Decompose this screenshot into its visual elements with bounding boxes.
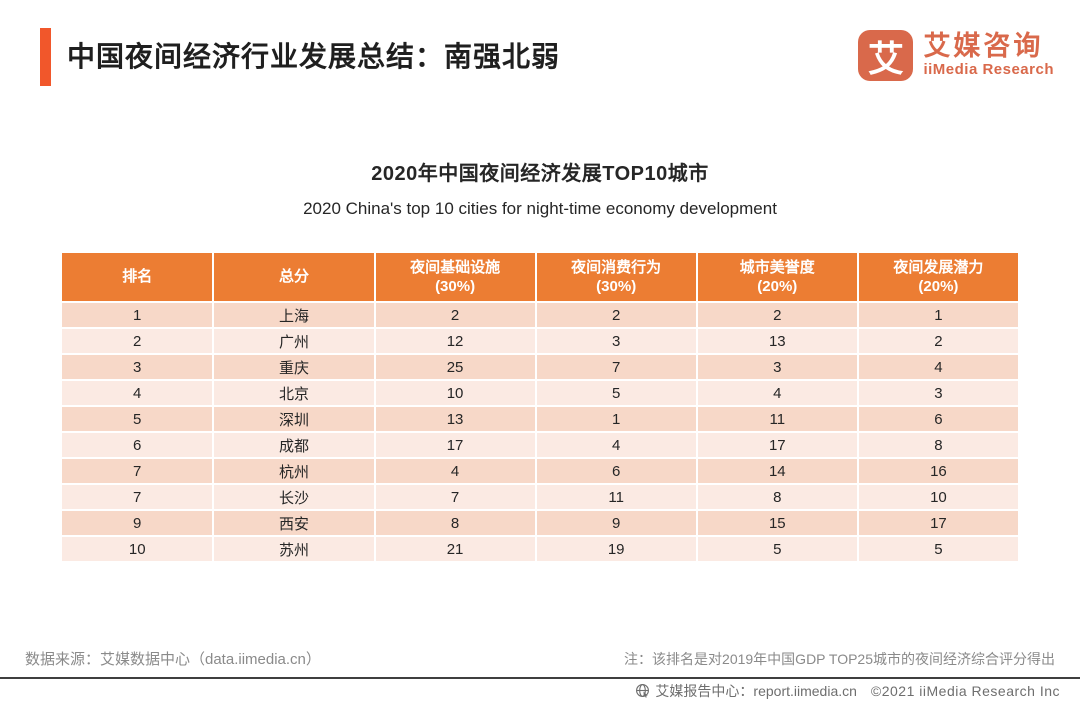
page-title: 中国夜间经济行业发展总结：南强北弱: [67, 41, 561, 72]
table-cell: 广州: [214, 329, 374, 353]
bottom-divider: [0, 677, 1080, 679]
ranking-table-wrap: 排名 总分 夜间基础设施 (30%) 夜间消费行为 (30%) 城市美誉度 (20%)…: [60, 251, 1020, 563]
table-cell: 成都: [214, 433, 374, 457]
table-cell: 9: [62, 511, 213, 535]
table-cell: 西安: [214, 511, 374, 535]
logo-name-cn: 艾媒咨询: [923, 30, 1044, 61]
table-cell: 12: [375, 329, 535, 353]
table-cell: 13: [375, 407, 535, 431]
title-accent-bar: [40, 28, 51, 86]
bottom-bar: 艾媒报告中心：report.iimedia.cn ©2021 iiMedia R…: [0, 679, 1060, 702]
table-cell: 4: [858, 355, 1018, 379]
table-row: 7 长沙 7 11 8 10: [62, 485, 1018, 509]
table-cell: 3: [858, 381, 1018, 405]
table-cell: 长沙: [214, 485, 374, 509]
table-cell: 7: [62, 459, 213, 483]
col-header-potential: 夜间发展潜力 (20%): [858, 253, 1018, 301]
table-cell: 13: [697, 329, 857, 353]
iimedia-logo-icon: 艾: [858, 30, 914, 81]
table-cell: 深圳: [214, 407, 374, 431]
table-cell: 8: [375, 511, 535, 535]
table-body: 1 上海 2 2 2 1 2 广州 12 3 13 2 3 重庆 25 7 3 4 4 北京 10 5 4 3 5 深圳 13 1 11…: [62, 303, 1018, 561]
table-cell: 重庆: [214, 355, 374, 379]
table-row: 7 杭州 4 6 14 16: [62, 459, 1018, 483]
table-row: 5 深圳 13 1 11 6: [62, 407, 1018, 431]
table-cell: 8: [858, 433, 1018, 457]
col-header-total-score: 总分: [214, 253, 374, 301]
table-cell: 11: [697, 407, 857, 431]
slide-header: 中国夜间经济行业发展总结：南强北弱 艾 艾媒咨询 iiMedia Researc…: [40, 28, 1054, 86]
iimedia-logo: 艾 艾媒咨询 iiMedia Research: [858, 30, 1054, 81]
table-row: 2 广州 12 3 13 2: [62, 329, 1018, 353]
table-cell: 8: [697, 485, 857, 509]
chart-title-cn: 2020年中国夜间经济发展TOP10城市: [371, 163, 709, 185]
col-header-infrastructure: 夜间基础设施 (30%): [375, 253, 535, 301]
table-cell: 11: [536, 485, 696, 509]
table-cell: 10: [62, 537, 213, 561]
table-cell: 17: [375, 433, 535, 457]
table-cell: 5: [62, 407, 213, 431]
table-row: 9 西安 8 9 15 17: [62, 511, 1018, 535]
logo-name-en: iiMedia Research: [923, 61, 1054, 79]
table-cell: 1: [536, 407, 696, 431]
col-header-reputation: 城市美誉度 (20%): [697, 253, 857, 301]
col-header-rank: 排名: [62, 253, 213, 301]
col-header-consumption: 夜间消费行为 (30%): [536, 253, 696, 301]
table-cell: 4: [375, 459, 535, 483]
table-cell: 6: [858, 407, 1018, 431]
table-cell: 7: [62, 485, 213, 509]
table-cell: 5: [697, 537, 857, 561]
table-cell: 6: [536, 459, 696, 483]
table-cell: 7: [375, 485, 535, 509]
table-cell: 17: [858, 511, 1018, 535]
table-cell: 4: [62, 381, 213, 405]
table-cell: 16: [858, 459, 1018, 483]
table-cell: 5: [536, 381, 696, 405]
table-row: 4 北京 10 5 4 3: [62, 381, 1018, 405]
table-cell: 上海: [214, 303, 374, 327]
table-cell: 2: [62, 329, 213, 353]
chart-title-en: 2020 China's top 10 cities for night-tim…: [303, 199, 777, 218]
table-cell: 4: [697, 381, 857, 405]
table-cell: 9: [536, 511, 696, 535]
table-cell: 15: [697, 511, 857, 535]
table-cell: 2: [697, 303, 857, 327]
table-cell: 17: [697, 433, 857, 457]
table-cell: 10: [858, 485, 1018, 509]
table-row: 6 成都 17 4 17 8: [62, 433, 1018, 457]
table-cell: 3: [697, 355, 857, 379]
table-cell: 1: [62, 303, 213, 327]
table-cell: 3: [62, 355, 213, 379]
table-cell: 苏州: [214, 537, 374, 561]
ranking-table: 排名 总分 夜间基础设施 (30%) 夜间消费行为 (30%) 城市美誉度 (20%)…: [60, 251, 1020, 563]
report-center-text: 艾媒报告中心：report.iimedia.cn: [655, 682, 857, 699]
chart-titles: 2020年中国夜间经济发展TOP10城市 2020 China's top 10…: [0, 157, 1080, 219]
table-cell: 10: [375, 381, 535, 405]
table-cell: 3: [536, 329, 696, 353]
footer-row: 数据来源：艾媒数据中心（data.iimedia.cn） 注：该排名是对2019…: [25, 648, 1055, 669]
table-cell: 4: [536, 433, 696, 457]
table-cell: 5: [858, 537, 1018, 561]
table-cell: 2: [375, 303, 535, 327]
footnote-text: 注：该排名是对2019年中国GDP TOP25城市的夜间经济综合评分得出: [624, 651, 1055, 667]
table-cell: 6: [62, 433, 213, 457]
table-cell: 19: [536, 537, 696, 561]
table-cell: 2: [858, 329, 1018, 353]
table-cell: 北京: [214, 381, 374, 405]
table-cell: 7: [536, 355, 696, 379]
globe-icon: [635, 683, 650, 698]
table-cell: 1: [858, 303, 1018, 327]
copyright-text: ©2021 iiMedia Research Inc: [870, 682, 1060, 699]
table-cell: 25: [375, 355, 535, 379]
table-cell: 21: [375, 537, 535, 561]
table-row: 10 苏州 21 19 5 5: [62, 537, 1018, 561]
data-source-text: 数据来源：艾媒数据中心（data.iimedia.cn）: [25, 651, 321, 668]
table-cell: 14: [697, 459, 857, 483]
table-header-row: 排名 总分 夜间基础设施 (30%) 夜间消费行为 (30%) 城市美誉度 (20%)…: [62, 253, 1018, 301]
table-cell: 杭州: [214, 459, 374, 483]
table-cell: 2: [536, 303, 696, 327]
table-row: 3 重庆 25 7 3 4: [62, 355, 1018, 379]
table-row: 1 上海 2 2 2 1: [62, 303, 1018, 327]
